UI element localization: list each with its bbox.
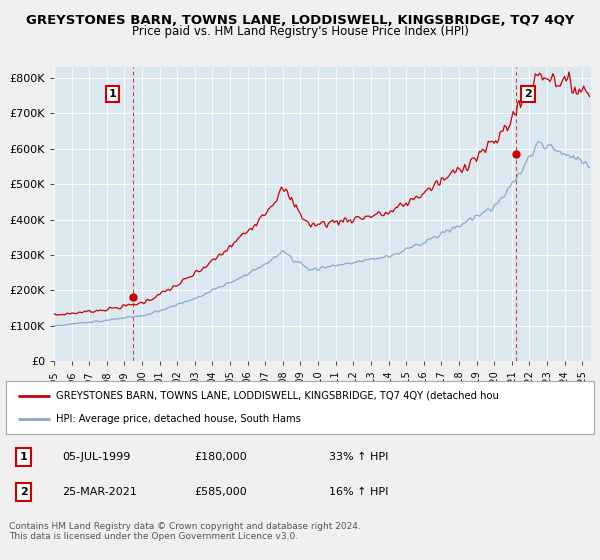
Text: 05-JUL-1999: 05-JUL-1999 <box>62 452 130 462</box>
Text: 33% ↑ HPI: 33% ↑ HPI <box>329 452 389 462</box>
Text: GREYSTONES BARN, TOWNS LANE, LODDISWELL, KINGSBRIDGE, TQ7 4QY: GREYSTONES BARN, TOWNS LANE, LODDISWELL,… <box>26 14 574 27</box>
Text: £585,000: £585,000 <box>194 487 247 497</box>
Text: Contains HM Land Registry data © Crown copyright and database right 2024.
This d: Contains HM Land Registry data © Crown c… <box>9 522 361 542</box>
Text: HPI: Average price, detached house, South Hams: HPI: Average price, detached house, Sout… <box>56 414 301 424</box>
Text: 2: 2 <box>20 487 28 497</box>
Text: £180,000: £180,000 <box>194 452 247 462</box>
Text: 2: 2 <box>524 89 532 99</box>
Text: Price paid vs. HM Land Registry's House Price Index (HPI): Price paid vs. HM Land Registry's House … <box>131 25 469 38</box>
Text: 16% ↑ HPI: 16% ↑ HPI <box>329 487 389 497</box>
Text: 25-MAR-2021: 25-MAR-2021 <box>62 487 137 497</box>
Text: 1: 1 <box>20 452 28 462</box>
Text: 1: 1 <box>109 89 116 99</box>
Text: GREYSTONES BARN, TOWNS LANE, LODDISWELL, KINGSBRIDGE, TQ7 4QY (detached hou: GREYSTONES BARN, TOWNS LANE, LODDISWELL,… <box>56 391 499 401</box>
